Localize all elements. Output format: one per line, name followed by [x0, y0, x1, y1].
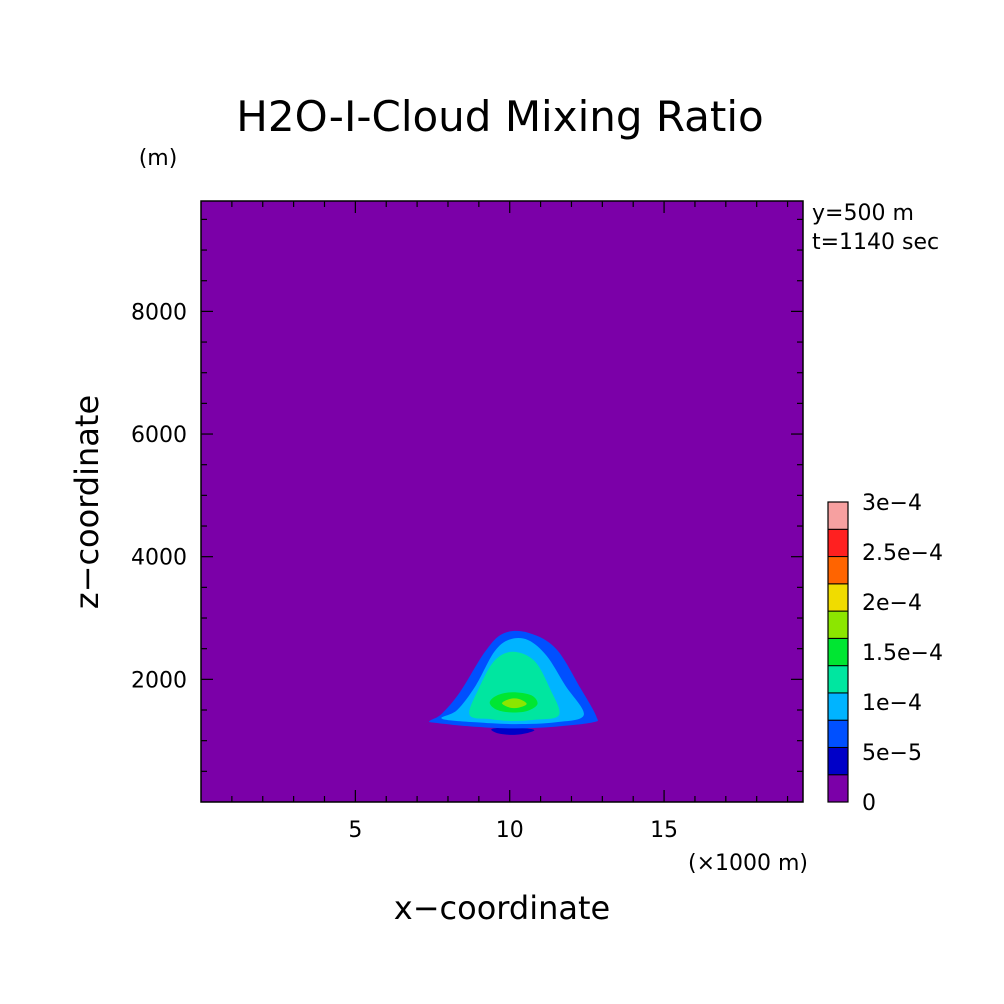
colorbar-label: 2.5e−4	[862, 541, 943, 566]
colorbar-label: 1e−4	[862, 691, 922, 716]
colorbar: 0 5e−5 1e−4 1.5e−4 2e−4 2.5e−4 3e−4	[827, 491, 943, 816]
contour-region-5	[502, 698, 527, 709]
colorbar-swatch	[827, 583, 849, 612]
colorbar-swatch	[827, 692, 849, 721]
colorbar-label: 2e−4	[862, 591, 922, 616]
y-tick-label: 6000	[131, 423, 187, 448]
colorbar-label: 5e−5	[862, 741, 922, 766]
colorbar-swatch	[827, 665, 849, 694]
y-tick-label: 8000	[131, 300, 187, 325]
annotation-t: t=1140 sec	[812, 230, 939, 255]
colorbar-swatch	[827, 774, 849, 803]
colorbar-frame	[827, 501, 849, 803]
colorbar-swatch	[827, 501, 849, 530]
colorbar-label: 1.5e−4	[862, 641, 943, 666]
colorbar-swatch	[827, 746, 849, 776]
colorbar-swatch	[827, 528, 849, 558]
colorbar-label: 3e−4	[862, 491, 922, 516]
y-tick-label: 4000	[131, 546, 187, 571]
annotation-y: y=500 m	[812, 201, 914, 226]
chart-title: H2O-I-Cloud Mixing Ratio	[236, 92, 763, 141]
y-tick-label: 2000	[131, 668, 187, 693]
colorbar-label: 0	[862, 791, 876, 816]
colorbar-swatch	[827, 556, 849, 585]
colorbar-swatch	[827, 610, 849, 639]
x-axis: 5 10 15	[231, 201, 789, 843]
x-unit-label: (×1000 m)	[688, 851, 808, 876]
plot-area	[200, 200, 804, 803]
colorbar-swatch	[827, 719, 849, 748]
colorbar-swatch	[827, 637, 849, 667]
x-axis-label: x−coordinate	[394, 889, 610, 927]
contour-region-0	[491, 727, 535, 735]
y-axis: 2000 4000 6000 8000	[131, 218, 803, 772]
y-axis-label: z−coordinate	[68, 395, 106, 609]
y-unit-label: (m)	[139, 146, 178, 171]
plot-frame	[200, 200, 804, 803]
x-tick-label: 5	[348, 818, 362, 843]
x-tick-label: 15	[650, 818, 678, 843]
x-tick-label: 10	[496, 818, 524, 843]
